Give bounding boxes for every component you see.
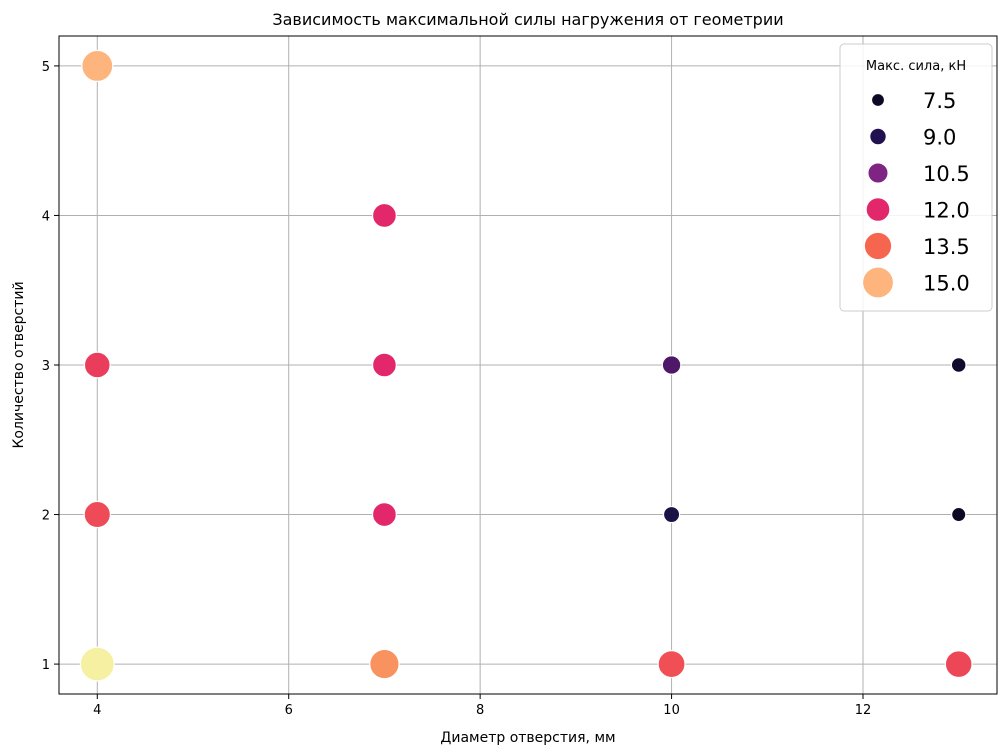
data-point — [657, 650, 686, 679]
y-tick-label: 3 — [42, 359, 50, 374]
legend-marker — [870, 92, 886, 108]
legend-marker — [865, 197, 891, 223]
data-point — [371, 202, 397, 228]
data-point — [371, 352, 397, 378]
legend-label: 7.5 — [923, 89, 956, 113]
data-point — [369, 648, 400, 680]
legend-label: 9.0 — [923, 126, 956, 150]
data-points — [79, 49, 973, 682]
chart-title: Зависимость максимальной силы нагружения… — [272, 10, 783, 29]
data-point — [662, 505, 681, 524]
data-point — [661, 355, 682, 375]
y-tick-label: 5 — [42, 60, 50, 75]
x-tick-label: 4 — [93, 703, 101, 718]
x-tick-label: 8 — [476, 703, 484, 718]
legend-marker — [867, 162, 889, 184]
data-point — [371, 502, 397, 528]
y-tick-label: 1 — [42, 658, 50, 673]
y-tick-label: 2 — [42, 509, 50, 524]
legend-label: 12.0 — [923, 199, 970, 223]
legend-title: Макс. сила, кН — [866, 59, 966, 74]
legend-marker — [869, 127, 887, 146]
x-tick-label: 12 — [855, 703, 872, 718]
data-point — [81, 49, 114, 83]
legend: Макс. сила, кН 7.5 9.0 10.5 12.0 13.5 15.0 — [839, 43, 993, 312]
legend-label: 13.5 — [923, 235, 970, 259]
y-axis-label: Количество отверстий — [11, 281, 27, 448]
legend-label: 10.5 — [923, 162, 970, 186]
data-point — [83, 500, 111, 529]
data-point — [79, 646, 115, 682]
x-tick-label: 10 — [663, 703, 680, 718]
legend-marker — [863, 231, 893, 261]
data-point — [950, 357, 967, 373]
x-tick-label: 6 — [285, 703, 293, 718]
data-point — [83, 351, 111, 379]
data-point — [944, 650, 973, 679]
data-point — [951, 506, 967, 523]
legend-marker — [861, 266, 895, 299]
y-tick-label: 4 — [42, 209, 50, 224]
legend-label: 15.0 — [923, 272, 970, 296]
x-axis-label: Диаметр отверстия, мм — [440, 730, 615, 746]
